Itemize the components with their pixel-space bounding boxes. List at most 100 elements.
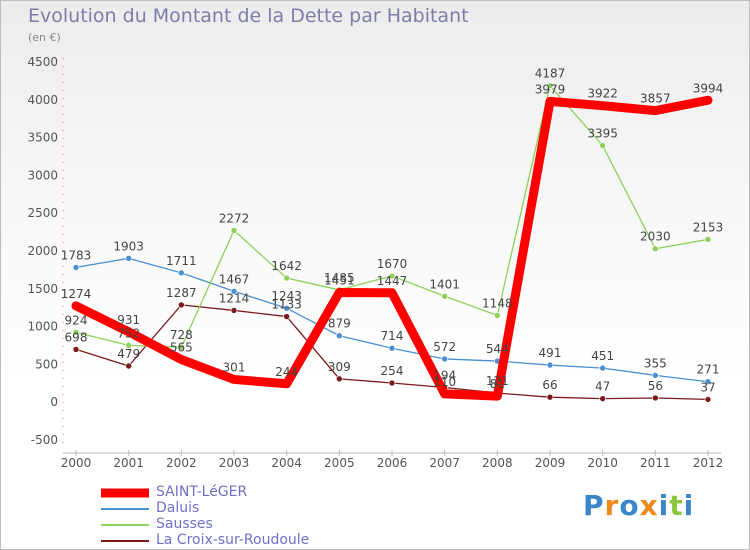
data-point	[230, 375, 238, 383]
data-label: 81	[490, 377, 505, 391]
y-tick-label: 2000	[27, 244, 58, 258]
data-label: 1214	[219, 291, 250, 305]
data-label: 1148	[482, 296, 513, 310]
data-point	[704, 236, 712, 243]
x-tick-label: 2003	[219, 456, 250, 470]
data-label: 194	[433, 369, 456, 383]
data-point	[230, 227, 238, 234]
data-point	[599, 364, 606, 372]
proxiti-logo: Proxiti	[583, 489, 695, 522]
x-tick-label: 2002	[166, 456, 197, 470]
chart-axes: -500 0 500 1000 1500 2000 2500 3000 3500 4000 4500…	[27, 55, 723, 470]
data-label: 1467	[219, 272, 250, 286]
data-label: 1401	[429, 277, 460, 291]
data-label: 66	[542, 378, 557, 392]
x-tick-label: 2012	[693, 456, 724, 470]
data-label: 451	[591, 349, 614, 363]
data-label: 121	[486, 374, 509, 388]
y-tick-label: 4500	[27, 55, 58, 69]
data-label: 752	[117, 326, 140, 340]
data-point	[388, 272, 396, 280]
x-tick-label: 2004	[271, 456, 302, 470]
y-tick-label: 1500	[27, 282, 58, 296]
x-tick-label: 2001	[113, 456, 144, 470]
legend-swatch-saint-leger	[101, 488, 149, 498]
data-point	[72, 302, 80, 310]
data-point	[177, 355, 185, 363]
data-label: 1133	[271, 298, 302, 312]
data-label: 714	[381, 329, 404, 343]
data-point	[72, 264, 80, 271]
data-label: 572	[433, 340, 456, 354]
data-point	[652, 394, 659, 402]
legend-label-la-croix-sur-roudoule: La Croix-sur-Roudoule	[156, 532, 310, 548]
data-label: 1711	[166, 254, 197, 268]
data-point	[178, 269, 185, 277]
y-tick-label: 0	[50, 395, 58, 409]
data-label: 2030	[640, 230, 671, 244]
data-label: 3922	[587, 87, 618, 101]
data-label: 2272	[219, 211, 250, 225]
data-label: 879	[328, 317, 351, 331]
data-point	[599, 395, 606, 402]
data-label: 1670	[377, 257, 408, 271]
data-point	[230, 307, 238, 314]
legend-label-daluis: Daluis	[156, 500, 200, 516]
data-point	[546, 82, 554, 89]
data-label: 254	[381, 364, 404, 378]
data-label: 244	[275, 365, 298, 379]
data-point	[651, 107, 659, 115]
data-point	[704, 378, 712, 386]
data-point	[704, 396, 712, 403]
series-layer	[71, 82, 713, 403]
data-label: 1903	[113, 239, 144, 253]
data-point	[283, 304, 290, 312]
data-point	[441, 292, 448, 300]
data-label: 355	[644, 356, 667, 370]
data-labels-layer: 698 479 1287 1214 1133 309 254 194 121 66 47 56 37 17…	[61, 67, 724, 395]
data-point	[388, 344, 396, 352]
data-point	[493, 392, 501, 400]
data-point	[178, 301, 185, 309]
data-point	[178, 343, 185, 351]
x-tick-label: 2006	[377, 456, 408, 470]
data-point	[388, 289, 396, 297]
legend-swatch-la-croix-sur-roudoule	[101, 540, 149, 542]
data-label: 47	[595, 380, 610, 394]
data-point	[336, 375, 343, 383]
chart-subtitle: (en €)	[28, 31, 61, 44]
data-label: 301	[223, 360, 246, 374]
data-label: 1447	[377, 274, 408, 288]
data-label: 1485	[324, 271, 355, 285]
data-point	[125, 255, 132, 262]
x-tick-label: 2007	[429, 456, 460, 470]
data-label: 4187	[535, 67, 566, 81]
data-label: 728	[170, 328, 193, 342]
data-label: 1243	[271, 289, 302, 303]
data-point	[599, 142, 606, 149]
data-label: 37	[700, 380, 715, 394]
legend-label-saint-leger: SAINT-LéGER	[156, 484, 248, 500]
data-point	[283, 274, 290, 282]
y-tick-label: 1000	[27, 320, 58, 334]
series-line	[75, 85, 709, 348]
y-tick-label: 3000	[27, 168, 58, 182]
data-label: 110	[433, 375, 456, 389]
data-label: 924	[65, 313, 88, 327]
y-tick-label: -500	[31, 433, 58, 447]
data-label: 3994	[693, 81, 724, 95]
data-point	[388, 379, 396, 387]
data-point	[125, 362, 132, 370]
data-point	[336, 332, 343, 340]
data-point	[335, 289, 343, 297]
data-point	[546, 97, 554, 105]
data-point	[72, 329, 80, 336]
x-tick-label: 2010	[587, 456, 618, 470]
data-point	[441, 390, 449, 398]
legend-swatch-sausses	[101, 524, 149, 526]
data-point	[125, 342, 132, 349]
data-label: 3395	[587, 127, 618, 141]
data-point	[652, 372, 659, 379]
